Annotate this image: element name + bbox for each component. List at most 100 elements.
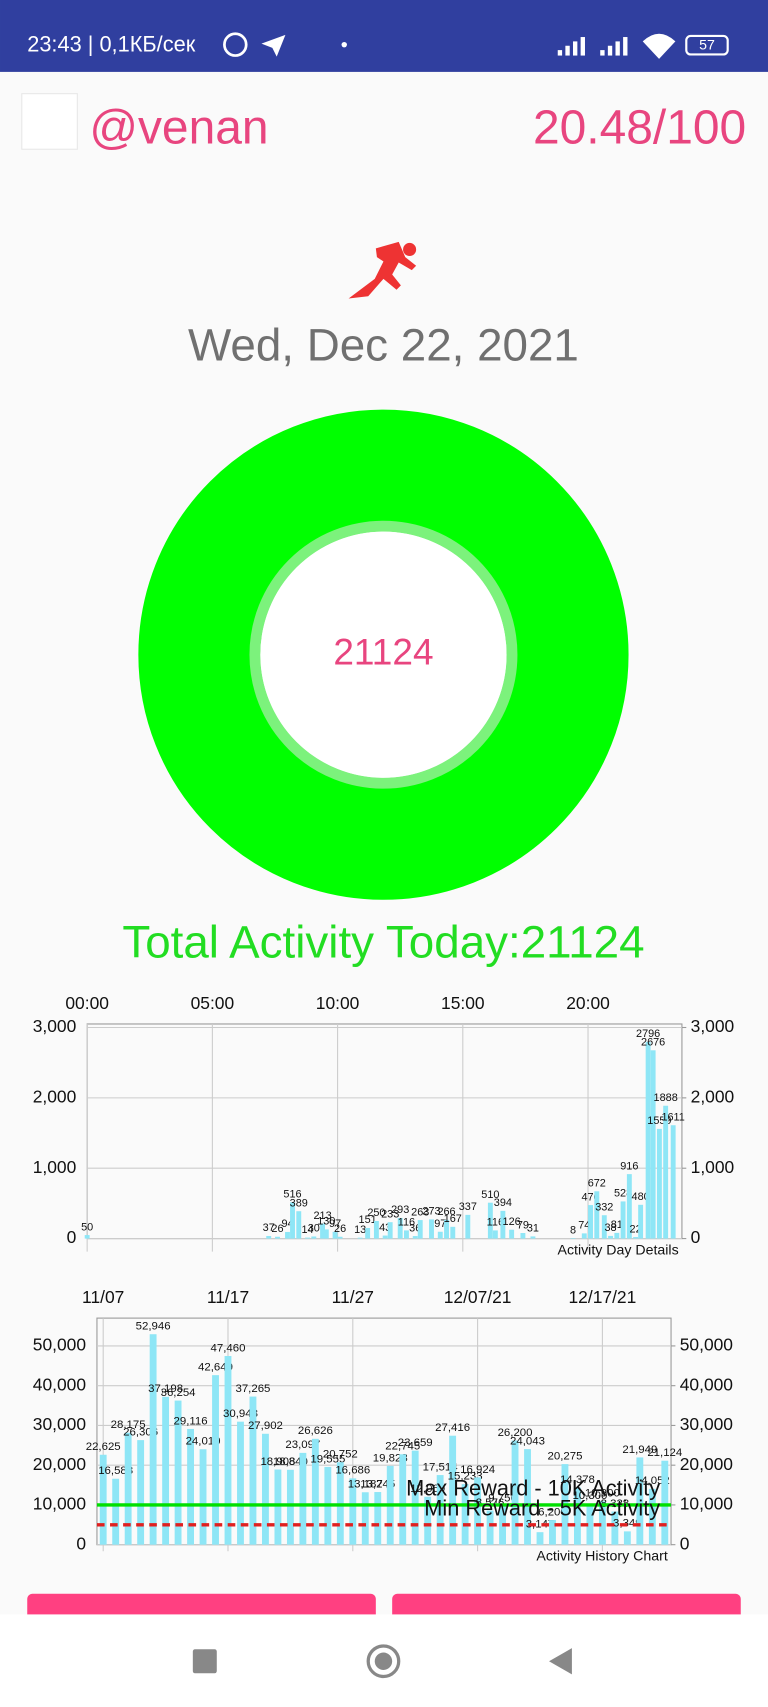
- bar-label: 213: [313, 1210, 331, 1222]
- nav-recent[interactable]: [192, 1649, 217, 1674]
- x-tick-label: 05:00: [191, 993, 235, 1013]
- x-tick-label: 15:00: [441, 993, 485, 1013]
- bar: [286, 1469, 294, 1545]
- dot-icon: [341, 41, 347, 48]
- bar-label: 20,275: [547, 1450, 582, 1462]
- bar: [124, 1432, 132, 1545]
- bar-label: 151: [359, 1214, 377, 1226]
- y-tick-label: 40,000: [33, 1374, 86, 1394]
- x-tick-label: 20:00: [566, 993, 610, 1013]
- total-activity: Total Activity Today:21124: [122, 917, 644, 968]
- y2-tick-label: 30,000: [680, 1414, 733, 1434]
- bar: [486, 1510, 494, 1545]
- reference-label: Min Reward - 5K Activity: [424, 1495, 660, 1520]
- bar: [520, 1233, 526, 1239]
- bar-label: 516: [283, 1189, 301, 1201]
- bar-label: 389: [290, 1197, 308, 1209]
- bar-label: 13,245: [360, 1478, 395, 1490]
- bar: [620, 1201, 626, 1239]
- ring-center: [260, 531, 507, 778]
- bar: [670, 1125, 676, 1239]
- bar: [112, 1478, 120, 1545]
- bar: [412, 1236, 418, 1239]
- bar: [349, 1478, 357, 1545]
- bar: [285, 1231, 290, 1239]
- y2-tick-label: 50,000: [680, 1335, 733, 1355]
- bar-label: 16,588: [98, 1465, 133, 1477]
- bar: [311, 1236, 317, 1239]
- bar-label: 26: [271, 1223, 283, 1235]
- bar-label: 116: [487, 1217, 504, 1229]
- bar: [449, 1435, 457, 1545]
- y-tick-label: 2,000: [33, 1086, 77, 1106]
- bar: [137, 1440, 145, 1545]
- bar: [474, 1477, 482, 1545]
- bar: [570, 1238, 576, 1239]
- y2-tick-label: 2,000: [691, 1086, 735, 1106]
- x-tick-label: 12/17/21: [569, 1287, 637, 1307]
- bar: [626, 1174, 632, 1239]
- bar-label: 21,949: [622, 1444, 657, 1456]
- bar-label: 916: [620, 1160, 638, 1172]
- bar: [656, 1128, 662, 1239]
- bar-label: 16,686: [335, 1465, 370, 1477]
- bar-label: 24,043: [510, 1436, 545, 1448]
- chart-annotation: Activity Day Details: [558, 1242, 679, 1258]
- bar: [174, 1400, 182, 1545]
- bar: [290, 1202, 295, 1239]
- bar: [661, 1460, 669, 1545]
- bar-label: 12,060: [410, 1483, 445, 1495]
- bar: [237, 1421, 244, 1545]
- bar: [536, 1532, 544, 1545]
- bar-label: 37,265: [235, 1383, 270, 1395]
- bar-label: 126: [503, 1216, 521, 1228]
- nav-back[interactable]: [549, 1648, 572, 1675]
- bar-label: 23,097: [285, 1439, 320, 1451]
- today-value: 21124: [333, 630, 433, 672]
- bar-label: 10,300: [572, 1490, 607, 1502]
- bar-label: 233: [381, 1208, 399, 1220]
- bar-label: 3,147: [526, 1519, 555, 1531]
- y2-tick-label: 0: [680, 1533, 690, 1553]
- bar: [549, 1520, 556, 1545]
- telegram-icon: [261, 34, 286, 57]
- signal-icons: [557, 33, 676, 59]
- bar: [581, 1233, 587, 1239]
- bar: [611, 1511, 619, 1545]
- bar: [262, 1433, 269, 1545]
- bar: [487, 1202, 493, 1239]
- bar-label: 20,752: [323, 1449, 358, 1461]
- bar: [633, 1237, 639, 1239]
- bar-label: 47,460: [211, 1342, 246, 1354]
- bar-label: 2796: [636, 1028, 660, 1040]
- bar-label: 31: [527, 1223, 539, 1235]
- bar: [437, 1231, 443, 1239]
- bar: [357, 1237, 363, 1239]
- chart-annotation: Activity History Chart: [536, 1548, 667, 1564]
- x-tick-label: 10:00: [316, 993, 360, 1013]
- battery-icon: [685, 34, 729, 56]
- alarm-icon: [223, 32, 248, 57]
- bar: [608, 1235, 614, 1239]
- bar-label: 50: [81, 1221, 93, 1233]
- bar: [601, 1215, 607, 1239]
- bar-label: 30,948: [223, 1408, 258, 1420]
- nav-home[interactable]: [366, 1644, 401, 1679]
- battery-level: 57: [699, 37, 715, 53]
- bar-label: 22,625: [86, 1441, 121, 1453]
- reference-label: Max Reward - 10K Activity: [406, 1475, 660, 1500]
- y-tick-label: 10,000: [33, 1494, 86, 1514]
- bar: [645, 1041, 651, 1239]
- bar-label: 2676: [641, 1037, 665, 1049]
- y-tick-label: 0: [67, 1227, 77, 1247]
- bar-label: 16,924: [460, 1464, 496, 1476]
- bar-label: 394: [494, 1197, 512, 1209]
- avatar[interactable]: [21, 93, 78, 150]
- bar: [404, 1230, 409, 1239]
- bar-label: 30: [308, 1223, 320, 1235]
- bar-label: 97: [434, 1218, 446, 1230]
- charts: 0 1,000 2,000 3,000 0 1,000 2,000 3,000 00:00 05:…: [33, 993, 735, 1564]
- bar-label: 28,175: [111, 1419, 146, 1431]
- x-tick-label: 11/27: [332, 1287, 374, 1307]
- y2-tick-label: 20,000: [680, 1454, 733, 1474]
